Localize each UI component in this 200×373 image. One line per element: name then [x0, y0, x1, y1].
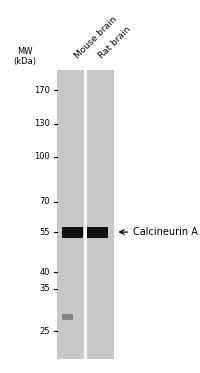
- Bar: [57, 70, 114, 359]
- Bar: [87, 226, 108, 238]
- Text: Rat brain: Rat brain: [97, 25, 133, 61]
- Text: 55: 55: [40, 228, 50, 236]
- Text: Mouse brain: Mouse brain: [73, 15, 118, 61]
- Text: Calcineurin A: Calcineurin A: [120, 227, 198, 237]
- Text: 170: 170: [34, 86, 50, 95]
- Bar: [62, 226, 83, 238]
- Text: 35: 35: [40, 284, 50, 294]
- Text: 130: 130: [34, 119, 50, 128]
- Text: 25: 25: [40, 327, 50, 336]
- Bar: [62, 314, 73, 320]
- Text: 40: 40: [40, 267, 50, 277]
- Text: 100: 100: [35, 153, 50, 162]
- Text: MW
(kDa): MW (kDa): [13, 47, 36, 66]
- Text: 70: 70: [40, 197, 50, 206]
